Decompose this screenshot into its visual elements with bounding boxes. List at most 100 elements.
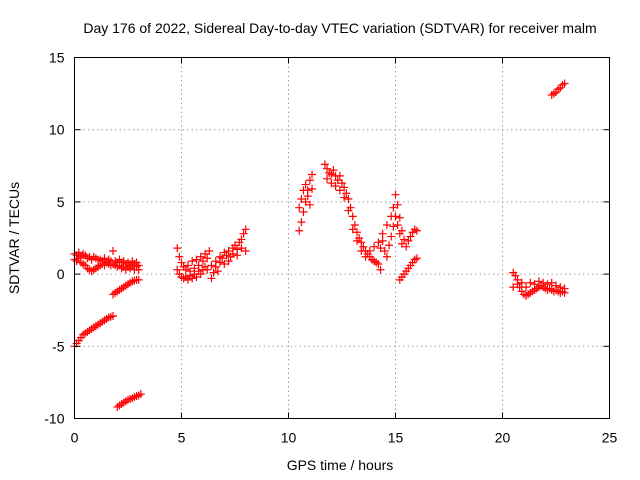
data-point	[344, 206, 353, 215]
data-point	[534, 277, 543, 286]
data-point	[350, 221, 359, 230]
data-point	[340, 183, 349, 192]
data-point	[329, 166, 338, 175]
data-point	[543, 280, 552, 289]
data-point	[378, 236, 387, 245]
data-point	[530, 280, 539, 289]
data-point	[412, 254, 421, 263]
x-tick-label: 15	[388, 430, 404, 446]
data-point	[209, 268, 218, 277]
data-point	[509, 283, 518, 292]
data-point	[220, 259, 229, 268]
data-point	[513, 280, 522, 289]
data-point	[297, 218, 306, 227]
data-point	[196, 252, 205, 261]
data-point	[201, 249, 210, 258]
data-point	[374, 238, 383, 247]
data-point	[130, 276, 139, 285]
data-point	[128, 261, 137, 270]
data-point	[188, 257, 197, 266]
data-point	[305, 200, 314, 209]
data-point	[378, 229, 387, 238]
data-point	[547, 278, 556, 287]
data-point	[74, 254, 83, 263]
data-point	[385, 241, 394, 250]
data-point	[552, 281, 560, 290]
data-point	[344, 195, 353, 204]
data-point	[335, 171, 344, 180]
data-point	[192, 255, 201, 264]
data-point	[359, 242, 368, 251]
data-point	[323, 164, 332, 173]
data-point	[237, 244, 246, 253]
data-point	[308, 170, 317, 179]
data-point	[549, 89, 558, 98]
data-point	[305, 176, 314, 185]
data-point	[331, 182, 340, 191]
data-point	[297, 195, 306, 204]
data-point	[400, 235, 409, 244]
data-point	[380, 246, 389, 255]
data-point	[303, 192, 312, 201]
y-axis-label: SDTVAR / TECUs	[6, 182, 22, 294]
data-point	[404, 236, 413, 245]
x-tick-label: 20	[495, 430, 511, 446]
data-point	[231, 241, 239, 250]
data-point	[295, 203, 304, 212]
data-point	[539, 278, 548, 287]
data-point	[348, 212, 357, 221]
data-point	[352, 228, 361, 237]
data-point	[320, 160, 329, 169]
data-point	[301, 180, 310, 189]
data-point	[181, 265, 190, 274]
data-point	[342, 189, 351, 198]
data-point	[365, 246, 374, 255]
data-point	[213, 267, 222, 276]
data-point	[203, 254, 212, 263]
data-point	[389, 222, 398, 231]
grid	[74, 57, 610, 419]
data-point	[198, 257, 207, 266]
data-point	[397, 239, 406, 248]
data-point	[526, 278, 535, 287]
data-point	[295, 226, 304, 235]
data-point	[395, 213, 404, 222]
data-point	[327, 170, 336, 179]
data-point	[216, 252, 225, 261]
data-point	[299, 186, 308, 195]
data-point	[395, 229, 404, 238]
data-point	[340, 193, 349, 202]
data-point	[406, 232, 415, 241]
data-point	[374, 259, 383, 268]
y-tick-label: -10	[44, 411, 64, 427]
data-point	[382, 252, 391, 261]
data-point	[393, 200, 402, 209]
data-point	[173, 265, 182, 274]
data-point	[391, 212, 400, 221]
y-tick-label: 0	[57, 266, 65, 282]
data-point	[335, 186, 344, 195]
data-point	[183, 275, 192, 284]
x-tick-label: 5	[178, 430, 186, 446]
data-point	[333, 176, 342, 185]
x-tick-label: 0	[71, 430, 79, 446]
data-point	[387, 232, 396, 241]
data-point	[109, 311, 118, 320]
y-tick-label: 10	[49, 122, 65, 138]
data-point	[301, 197, 310, 206]
data-point	[357, 246, 366, 255]
data-point	[220, 248, 229, 257]
data-point	[136, 389, 145, 398]
data-point	[511, 271, 520, 280]
x-tick-label: 25	[602, 430, 618, 446]
data-point	[402, 242, 411, 251]
data-point	[203, 265, 212, 274]
data-point	[175, 252, 184, 261]
axis-ticks	[74, 57, 610, 419]
data-point	[412, 226, 421, 235]
data-point	[183, 261, 192, 270]
y-tick-labels: -10 -5 0 5 10 15	[44, 50, 64, 427]
data-point	[192, 272, 201, 281]
data-point	[224, 257, 233, 266]
